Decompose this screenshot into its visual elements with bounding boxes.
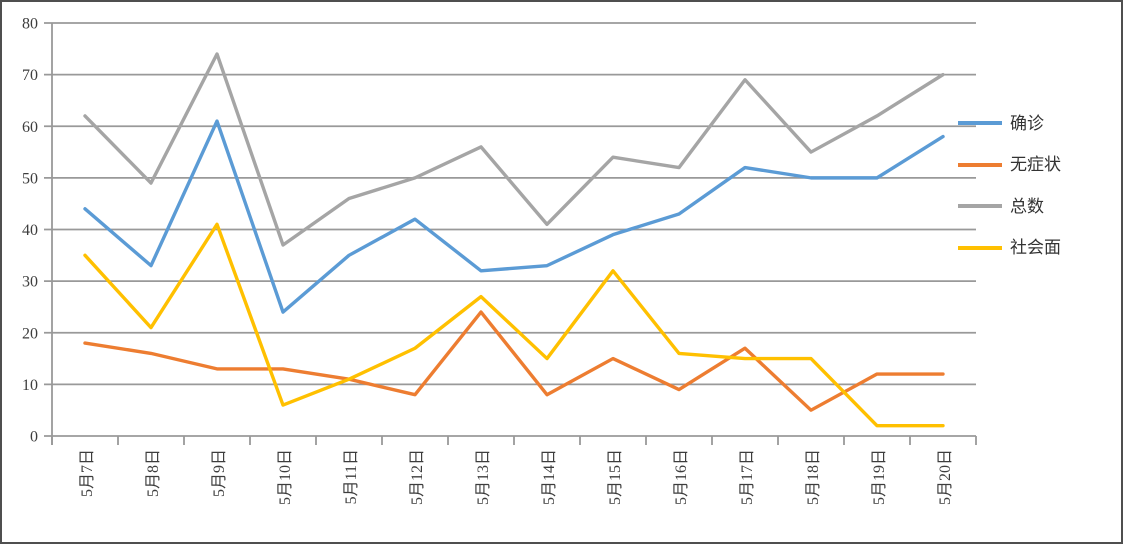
series-line-1: [83, 310, 945, 412]
y-axis-tick-label: 60: [22, 119, 38, 136]
y-axis-tick-label: 70: [22, 67, 38, 84]
x-axis-tick-label: 5月10日: [277, 449, 294, 505]
y-axis-tick-label: 30: [22, 274, 38, 291]
legend-item-confirmed: 确诊: [958, 112, 1044, 134]
x-axis-tick-label: 5月19日: [871, 449, 888, 505]
x-axis-tick-label: 5月17日: [739, 449, 756, 505]
legend-swatch-confirmed: [958, 121, 1002, 125]
x-axis-tick-label: 5月9日: [211, 449, 228, 497]
y-axis-tick-label: 0: [30, 429, 38, 446]
legend-item-total: 总数: [958, 195, 1044, 217]
series-line-0: [83, 119, 945, 314]
x-axis-tick-label: 5月13日: [475, 449, 492, 505]
legend-label-total: 总数: [1010, 196, 1044, 216]
legend-label-confirmed: 确诊: [1010, 113, 1044, 133]
x-axis-tick-label: 5月14日: [541, 449, 558, 505]
x-axis-tick-label: 5月7日: [79, 449, 96, 497]
legend-item-community: 社会面: [958, 237, 1061, 259]
x-axis-tick-label: 5月16日: [673, 449, 690, 505]
legend-label-asymptomatic: 无症状: [1010, 155, 1061, 174]
legend-label-community: 社会面: [1010, 238, 1061, 257]
legend-swatch-community: [958, 245, 1002, 250]
legend-swatch-total: [958, 204, 1002, 208]
legend-item-asymptomatic: 无症状: [958, 154, 1061, 176]
x-axis-tick-label: 5月11日: [343, 449, 360, 504]
x-axis-tick-label: 5月8日: [145, 449, 162, 497]
series-line-2: [83, 52, 945, 247]
x-axis-tick-label: 5月12日: [409, 449, 426, 505]
y-axis-tick-label: 10: [22, 377, 38, 394]
x-axis-tick-label: 5月15日: [607, 449, 624, 505]
legend-swatch-asymptomatic: [958, 162, 1002, 167]
y-axis-tick-label: 20: [22, 325, 38, 342]
y-axis-tick-label: 40: [22, 222, 38, 239]
y-axis-tick-label: 50: [22, 170, 38, 187]
y-axis-tick-label: 80: [22, 16, 38, 33]
series-line-3: [83, 222, 945, 428]
x-axis-tick-label: 5月18日: [805, 449, 822, 505]
x-axis-tick-label: 5月20日: [937, 449, 954, 505]
